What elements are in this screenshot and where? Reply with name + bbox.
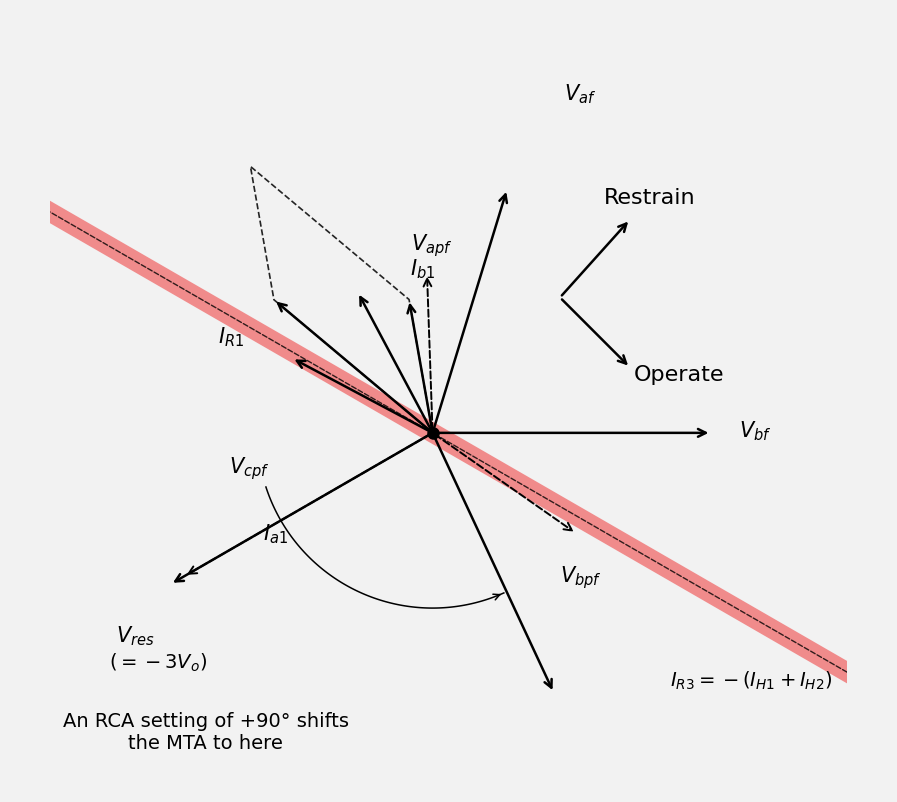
Text: $I_{a1}$: $I_{a1}$ [263,522,288,545]
Text: $V_{cpf}$: $V_{cpf}$ [229,456,269,482]
Text: Operate: Operate [634,365,725,385]
Text: $V_{bpf}$: $V_{bpf}$ [560,565,602,591]
Text: $V_{bf}$: $V_{bf}$ [739,419,771,443]
Text: $I_{R1}$: $I_{R1}$ [219,326,245,349]
Text: $V_{af}$: $V_{af}$ [564,83,596,107]
Text: $I_{b1}$: $I_{b1}$ [410,257,436,282]
Text: $I_{R3} = -(I_{H1}+I_{H2})$: $I_{R3} = -(I_{H1}+I_{H2})$ [670,670,832,692]
Text: An RCA setting of +90° shifts
the MTA to here: An RCA setting of +90° shifts the MTA to… [63,711,349,752]
Text: $(=-3V_o)$: $(=-3V_o)$ [109,652,207,674]
Text: Restrain: Restrain [604,188,695,209]
Text: $V_{res}$: $V_{res}$ [116,624,154,647]
Text: $V_{apf}$: $V_{apf}$ [411,233,453,259]
